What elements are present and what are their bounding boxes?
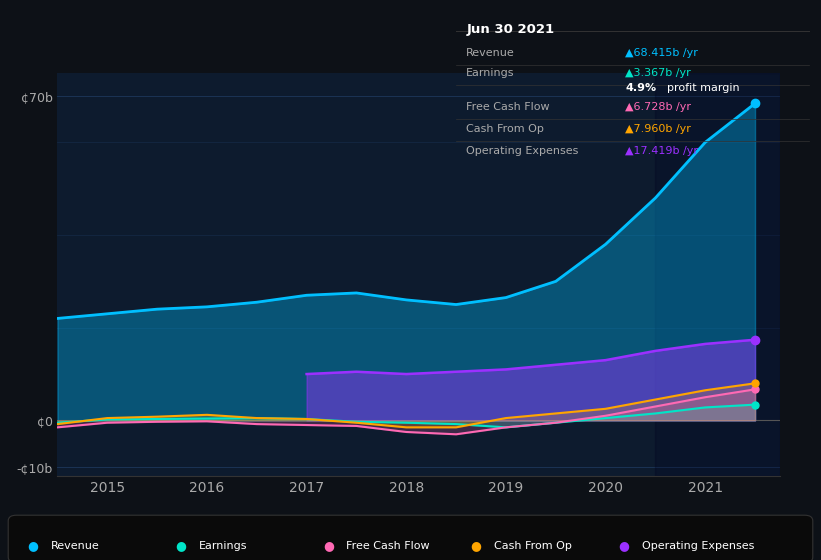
- Text: Free Cash Flow: Free Cash Flow: [346, 541, 430, 551]
- Text: ●: ●: [175, 539, 186, 553]
- Text: ●: ●: [323, 539, 334, 553]
- Text: Free Cash Flow: Free Cash Flow: [466, 102, 550, 112]
- Text: ▲6.728b /yr: ▲6.728b /yr: [625, 102, 691, 112]
- Text: ▲3.367b /yr: ▲3.367b /yr: [625, 68, 690, 78]
- Text: ▲17.419b /yr: ▲17.419b /yr: [625, 146, 698, 156]
- Text: Cash From Op: Cash From Op: [494, 541, 572, 551]
- Text: Cash From Op: Cash From Op: [466, 124, 544, 134]
- Bar: [655, 73, 780, 476]
- Text: 4.9%: 4.9%: [625, 83, 656, 94]
- Text: Revenue: Revenue: [466, 48, 515, 58]
- Text: Revenue: Revenue: [51, 541, 99, 551]
- Text: profit margin: profit margin: [667, 83, 740, 94]
- Text: ●: ●: [27, 539, 39, 553]
- Text: Jun 30 2021: Jun 30 2021: [466, 23, 554, 36]
- Text: ▲7.960b /yr: ▲7.960b /yr: [625, 124, 691, 134]
- Text: Operating Expenses: Operating Expenses: [642, 541, 754, 551]
- Text: ●: ●: [618, 539, 630, 553]
- Text: Operating Expenses: Operating Expenses: [466, 146, 579, 156]
- Text: Earnings: Earnings: [466, 68, 515, 78]
- Text: ●: ●: [470, 539, 482, 553]
- Text: ▲68.415b /yr: ▲68.415b /yr: [625, 48, 698, 58]
- Text: Earnings: Earnings: [199, 541, 247, 551]
